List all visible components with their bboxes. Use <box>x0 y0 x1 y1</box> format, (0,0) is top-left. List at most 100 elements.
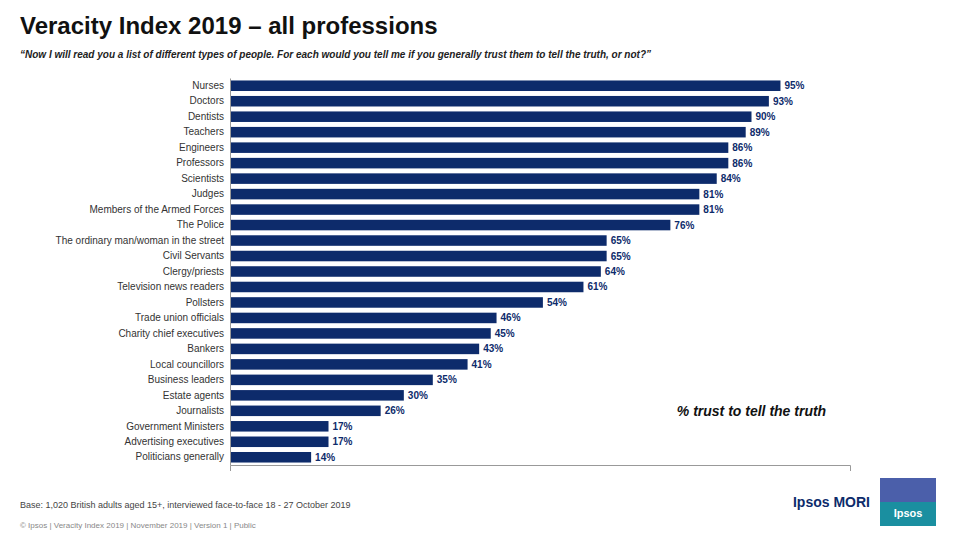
base-note: Base: 1,020 British adults aged 15+, int… <box>20 500 350 510</box>
y-tick-label: Charity chief executives <box>118 328 224 339</box>
bar <box>230 359 468 370</box>
y-tick-label: Members of the Armed Forces <box>90 204 225 215</box>
bar <box>230 111 751 122</box>
y-tick: Members of the Armed Forces <box>90 204 231 215</box>
y-tick-label: Local councillors <box>150 359 224 370</box>
y-tick-label: Journalists <box>176 405 224 416</box>
logo-bottom <box>880 502 936 526</box>
data-label: 81% <box>703 189 723 200</box>
data-label: 89% <box>750 127 770 138</box>
bar <box>230 220 670 231</box>
y-tick: Advertising executives <box>125 436 231 447</box>
data-label: 43% <box>483 343 503 354</box>
y-tick: The ordinary man/woman in the street <box>56 235 230 246</box>
y-tick: Doctors <box>190 95 230 106</box>
y-tick: Local councillors <box>150 359 230 370</box>
y-tick-label: Television news readers <box>117 281 224 292</box>
bar <box>230 173 717 184</box>
y-axis-line <box>230 79 231 466</box>
data-label: 93% <box>773 96 793 107</box>
data-label: 17% <box>333 421 353 432</box>
y-tick: Trade union officials <box>135 312 230 323</box>
y-axis: Politicians generally Advertising executi… <box>56 79 231 466</box>
data-label: 81% <box>703 204 723 215</box>
bar <box>230 282 583 293</box>
footer: © Ipsos | Veracity Index 2019 | November… <box>20 521 256 530</box>
y-tick: Nurses <box>192 80 230 91</box>
data-label: 35% <box>437 374 457 385</box>
y-tick: Clergy/priests <box>163 266 230 277</box>
bar <box>230 96 769 107</box>
logo-text: Ipsos <box>894 507 923 519</box>
logo-top <box>880 478 936 502</box>
y-tick: Government Ministers <box>126 421 230 432</box>
bar <box>230 375 433 386</box>
y-tick-label: Doctors <box>190 95 224 106</box>
data-label: 64% <box>605 266 625 277</box>
y-tick: Civil Servants <box>163 250 230 261</box>
bar <box>230 313 497 324</box>
data-label: 61% <box>587 281 607 292</box>
y-tick: Estate agents <box>163 390 230 401</box>
bar <box>230 452 311 463</box>
data-label: 95% <box>784 80 804 91</box>
y-tick-label: Dentists <box>188 111 224 122</box>
bar <box>230 235 607 246</box>
data-label: 90% <box>755 111 775 122</box>
bar <box>230 204 699 215</box>
y-tick-label: The Police <box>177 219 225 230</box>
y-tick-label: Trade union officials <box>135 312 224 323</box>
y-tick-label: Advertising executives <box>125 436 225 447</box>
data-label: 14% <box>315 452 335 463</box>
y-tick-label: Nurses <box>192 80 224 91</box>
y-tick: Charity chief executives <box>118 328 230 339</box>
data-label: 17% <box>333 436 353 447</box>
bar <box>230 297 543 308</box>
y-tick-label: Business leaders <box>148 374 224 385</box>
bar <box>230 127 746 138</box>
data-label: 26% <box>385 405 405 416</box>
x-axis-line <box>231 466 851 472</box>
y-tick-label: Civil Servants <box>163 250 224 261</box>
title: Veracity Index 2019 – all professions <box>20 12 438 39</box>
subtitle: “Now I will read you a list of different… <box>20 49 651 60</box>
y-tick: Dentists <box>188 111 230 122</box>
bar <box>230 344 479 355</box>
data-label: 84% <box>721 173 741 184</box>
y-tick: Business leaders <box>148 374 230 385</box>
y-tick: Teachers <box>183 126 230 137</box>
data-label: 54% <box>547 297 567 308</box>
y-tick-label: Clergy/priests <box>163 266 224 277</box>
y-tick-label: Estate agents <box>163 390 224 401</box>
bar <box>230 251 607 262</box>
bar <box>230 189 699 200</box>
y-tick: The Police <box>177 219 230 230</box>
y-tick-label: Bankers <box>187 343 224 354</box>
data-label: 76% <box>674 220 694 231</box>
y-tick: Bankers <box>187 343 230 354</box>
y-tick: Professors <box>176 157 230 168</box>
bar <box>230 158 728 169</box>
chart: Veracity Index 2019 – all professions “No… <box>0 0 960 540</box>
y-tick: Judges <box>192 188 230 199</box>
data-label: 65% <box>611 251 631 262</box>
y-tick-label: Professors <box>176 157 224 168</box>
data-label: 86% <box>732 142 752 153</box>
brand-text: Ipsos MORI <box>793 494 870 510</box>
y-tick-label: Government Ministers <box>126 421 224 432</box>
y-tick: Scientists <box>181 173 230 184</box>
y-tick-label: The ordinary man/woman in the street <box>56 235 225 246</box>
y-tick: Engineers <box>179 142 230 153</box>
data-label: 41% <box>472 359 492 370</box>
bar <box>230 142 728 153</box>
y-tick-label: Teachers <box>183 126 224 137</box>
y-tick: Politicians generally <box>136 451 230 462</box>
bar <box>230 328 491 339</box>
bar <box>230 266 601 277</box>
bar <box>230 421 329 432</box>
y-tick-label: Judges <box>192 188 224 199</box>
data-label: 65% <box>611 235 631 246</box>
data-label: 86% <box>732 158 752 169</box>
y-tick-label: Scientists <box>181 173 224 184</box>
annotation: % trust to tell the truth <box>677 403 826 419</box>
